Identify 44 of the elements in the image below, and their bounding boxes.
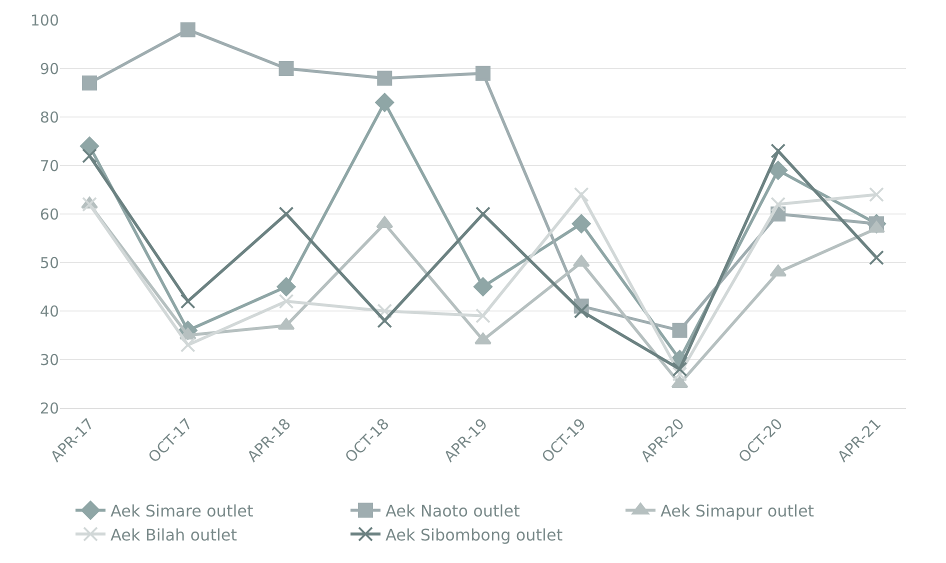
point [572,214,591,234]
point [672,366,688,382]
y-tick-label: 50 [40,254,59,272]
y-tick-label: 90 [40,60,59,78]
point [868,187,884,202]
point [82,196,98,212]
point [377,313,392,328]
point [377,70,392,86]
point [476,308,490,324]
point [672,362,688,377]
point [276,277,296,296]
point [476,66,490,81]
legend-label: Aek Naoto outlet [386,502,520,520]
point [278,61,294,76]
y-tick-label: 20 [40,399,59,418]
legend-label: Aek Simare outlet [110,502,254,520]
point [474,277,492,296]
legend-label: Aek Sibombong outlet [386,525,563,544]
y-tick-label: 40 [40,302,59,320]
y-tick-label: 80 [40,108,59,126]
legend-label: Aek Simapur outlet [660,502,814,520]
point [672,322,688,338]
point [82,76,98,91]
point [375,93,394,112]
point [770,143,786,158]
y-tick-label: 70 [40,156,59,175]
point [80,136,99,156]
point [278,206,294,222]
point [180,337,196,352]
y-tick-label: 60 [40,205,59,224]
y-tick-label: 30 [40,350,59,369]
point [180,22,196,38]
point [574,304,589,318]
y-tick-label: 100 [30,11,59,30]
point [768,160,788,180]
point [82,148,98,164]
legend-label: Aek Bilah outlet [110,525,238,544]
point [476,206,490,222]
point [278,294,294,309]
point [868,250,884,266]
point [377,304,392,318]
point [180,294,196,309]
point [574,187,589,202]
point [770,196,786,212]
